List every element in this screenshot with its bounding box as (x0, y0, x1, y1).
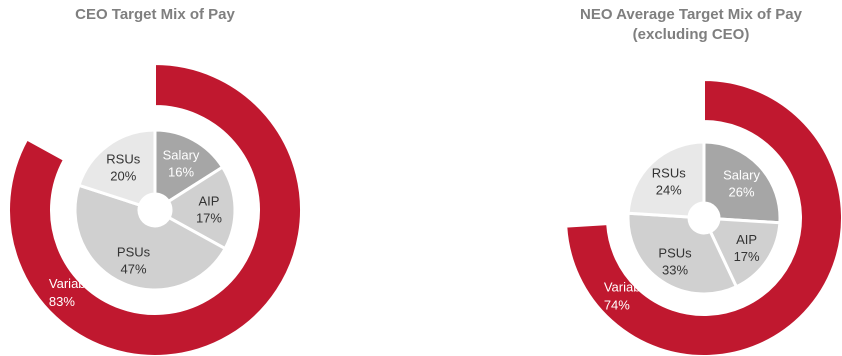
ceo-slice-label-salary: Salary (163, 148, 200, 163)
neo-slice-label-aip: AIP (736, 232, 757, 247)
neo-slice-label-rsus: RSUs (652, 165, 686, 180)
ceo-chart-panel: CEO Target Mix of Pay Salary 16% AIP 17% PSU… (0, 0, 420, 356)
ceo-slice-value-rsus: 20% (110, 168, 136, 183)
neo-slice-value-rsus: 24% (656, 182, 682, 197)
neo-slice-value-salary: 26% (729, 185, 755, 200)
neo-chart-panel: NEO Average Target Mix of Pay (excluding… (421, 0, 842, 356)
neo-slice-value-aip: 17% (734, 249, 760, 264)
ceo-chart-title: CEO Target Mix of Pay (0, 5, 310, 25)
ceo-slice-label-rsus: RSUs (106, 151, 140, 166)
ceo-donut-hole (139, 194, 171, 226)
ceo-slice-value-aip: 17% (196, 210, 222, 225)
neo-donut-chart: Salary 26% AIP 17% PSUs 33% RSUs 24% Variable 74% (565, 78, 842, 356)
ceo-slice-label-psus: PSUs (117, 245, 151, 260)
ceo-slice-value-salary: 16% (168, 165, 194, 180)
ceo-donut-chart: Salary 16% AIP 17% PSUs 47% RSUs 20% Variable 83% (8, 62, 302, 356)
neo-slice-label-salary: Salary (723, 168, 760, 183)
ceo-variable-ring-arc (8, 62, 302, 356)
ceo-variable-value: 83% (49, 294, 75, 309)
neo-chart-title-line2: (excluding CEO) (632, 26, 750, 43)
neo-variable-label: Variable (604, 280, 651, 295)
ceo-variable-label: Variable (49, 276, 96, 291)
neo-variable-ring-arc (565, 78, 842, 356)
neo-chart-title: NEO Average Target Mix of Pay (excluding… (531, 5, 842, 45)
ceo-chart-title-line1: CEO Target Mix of Pay (75, 6, 235, 23)
ceo-slice-label-aip: AIP (198, 193, 219, 208)
neo-slice-value-psus: 33% (662, 263, 688, 278)
neo-variable-value: 74% (604, 298, 630, 313)
neo-slice-label-psus: PSUs (658, 246, 692, 261)
neo-chart-title-line1: NEO Average Target Mix of Pay (579, 6, 802, 23)
neo-donut-hole (689, 203, 719, 233)
ceo-slice-value-psus: 47% (121, 262, 147, 277)
